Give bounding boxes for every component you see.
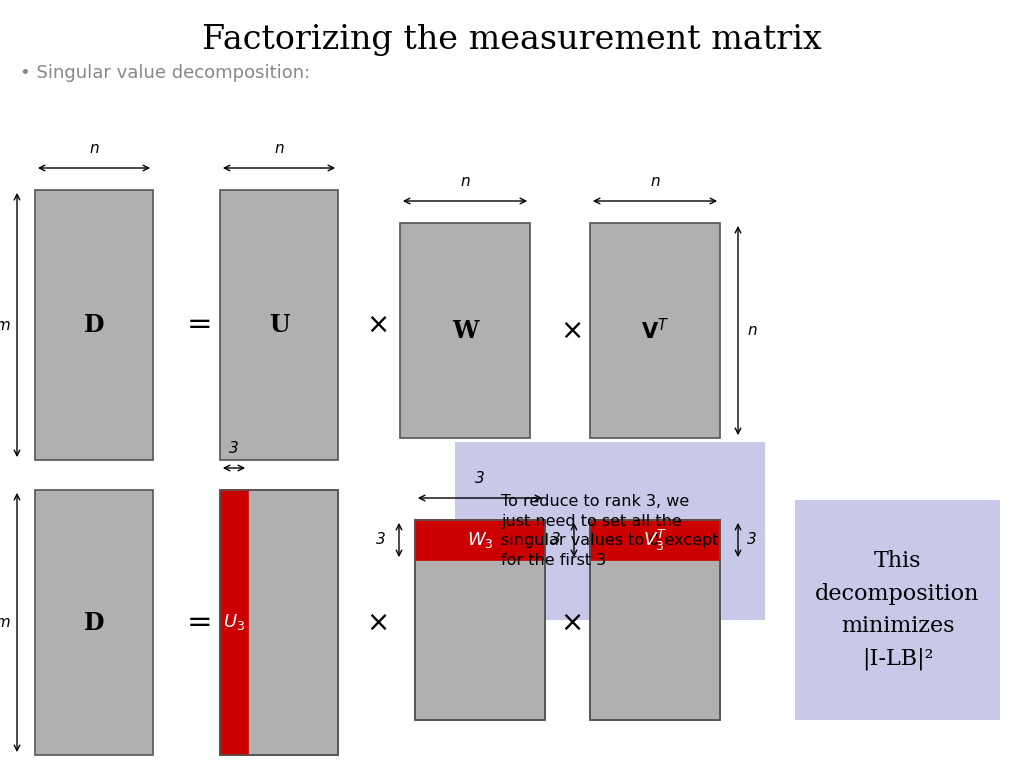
Bar [415,520,545,560]
Bar [220,490,338,755]
Text: ×: × [560,316,584,345]
Text: Factorizing the measurement matrix: Factorizing the measurement matrix [202,24,822,56]
Text: W: W [452,319,478,343]
Bar [400,223,530,438]
Bar [415,520,545,720]
Text: D: D [84,611,104,634]
Text: ×: × [560,608,584,637]
Text: 3: 3 [475,471,485,486]
Bar [590,520,720,720]
Text: This
decomposition
minimizes
|I-LB|²: This decomposition minimizes |I-LB|² [815,551,980,670]
Text: ×: × [367,608,389,637]
Text: 3: 3 [229,441,239,456]
Bar [415,520,545,720]
Bar [590,520,720,560]
Text: n: n [650,174,659,189]
Text: $U_3$: $U_3$ [223,613,245,633]
Text: $\mathbf{V}^T$: $\mathbf{V}^T$ [641,318,669,343]
Text: n: n [748,323,757,338]
Text: $V_3^T$: $V_3^T$ [643,528,667,552]
Bar [220,490,338,755]
Bar [795,500,1000,720]
Text: n: n [89,141,98,156]
Text: • Singular value decomposition:: • Singular value decomposition: [20,64,310,82]
Bar [590,520,720,720]
Text: =: = [187,310,213,339]
Text: 3: 3 [376,532,386,548]
Bar [590,223,720,438]
Text: $W_3$: $W_3$ [467,530,494,550]
Text: To reduce to rank 3, we
just need to set all the
singular values to 0 except
for: To reduce to rank 3, we just need to set… [502,494,719,568]
Bar [220,490,248,755]
Text: 2m: 2m [0,615,11,630]
Bar [220,190,338,460]
Bar [455,442,765,620]
Text: n: n [274,141,284,156]
Bar [35,190,153,460]
Text: n: n [460,174,470,189]
Text: =: = [187,608,213,637]
Text: 2m: 2m [0,317,11,333]
Text: ×: × [367,311,389,339]
Text: 3: 3 [551,532,561,548]
Text: D: D [84,313,104,337]
Text: U: U [268,313,289,337]
Text: 3: 3 [748,532,757,548]
Bar [35,490,153,755]
